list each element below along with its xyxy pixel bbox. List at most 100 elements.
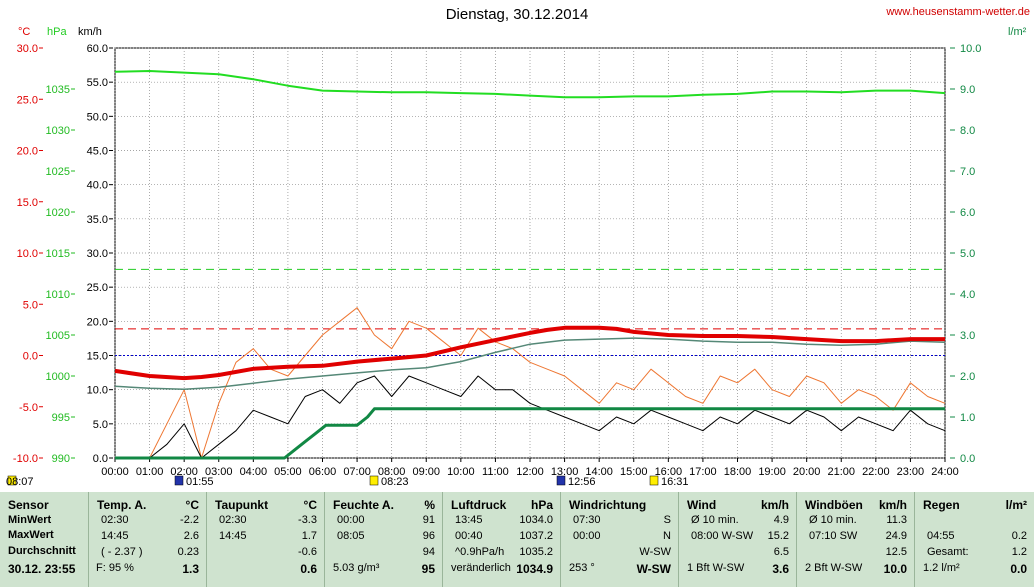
pressure-tick-label: 1015 (46, 248, 70, 260)
stats-unit-wind: km/h (760, 498, 789, 512)
rain-tick-label: 10.0 (960, 43, 981, 55)
rain-unit-label: l/m² (1008, 26, 1027, 38)
wind-tick-label: 5.0 (93, 419, 108, 431)
time-marker-icon (649, 475, 659, 486)
stats-cell-label: Ø 10 min. (809, 514, 857, 526)
stats-unit-windboeen: km/h (878, 498, 907, 512)
page-title: Dienstag, 30.12.2014 (445, 6, 589, 23)
stats-cell-value: 1037.2 (519, 530, 553, 542)
stats-cell-value: 0.23 (177, 546, 199, 558)
stats-cell-value: 24.9 (885, 530, 907, 542)
stats-cell-label: 00:00 (337, 514, 365, 526)
pressure-tick-label: 1025 (46, 166, 70, 178)
stats-footer-label: veränderlich (451, 562, 511, 574)
time-marker-icon (369, 475, 379, 486)
wind-tick-label: 55.0 (87, 77, 108, 89)
time-marker-label: 12:56 (568, 476, 596, 488)
stats-footer-value: 1034.9 (516, 562, 553, 576)
wind-tick-label: 10.0 (87, 385, 108, 397)
stats-footer-value: 95 (421, 562, 435, 576)
x-tick-label: 05:00 (274, 466, 302, 478)
time-marker-icon (556, 475, 566, 486)
x-tick-label: 06:00 (309, 466, 337, 478)
stats-col-windrichtung: Windrichtung 07:30 S 00:00 N W-SW 253 ° W-SW (560, 492, 679, 587)
rain-tick-label: 5.0 (960, 248, 975, 260)
stats-cell-value: -3.3 (298, 514, 317, 526)
stats-header-regen: Regen (923, 498, 960, 512)
temp-tick-label: 25.0 (17, 94, 38, 106)
series-wind (115, 375, 946, 459)
row-label-min: MinWert (8, 514, 52, 526)
time-marker-icon (174, 475, 184, 486)
temp-tick-label: 5.0 (23, 299, 38, 311)
stats-cell-value: 0.2 (1011, 530, 1027, 542)
stats-footer-value: 1.3 (182, 562, 199, 576)
site-url[interactable]: www.heusenstamm-wetter.de (886, 6, 1030, 18)
stats-cell-value: -0.6 (298, 546, 317, 558)
stats-cell-value: 94 (422, 546, 435, 558)
stats-cell-value: 1.7 (301, 530, 317, 542)
x-tick-label: 24:00 (931, 466, 959, 478)
stats-cell-value: 4.9 (773, 514, 789, 526)
rain-tick-label: 6.0 (960, 207, 975, 219)
row-label-avg: Durchschnitt (8, 545, 76, 557)
pressure-tick-label: 995 (52, 412, 70, 424)
stats-cell-value: 15.2 (767, 530, 789, 542)
stats-header-temp: Temp. A. (97, 498, 147, 512)
stats-cell-label: 00:00 (573, 530, 601, 542)
x-tick-label: 10:00 (447, 466, 475, 478)
stats-cell-label: ( - 2.37 ) (101, 546, 143, 558)
stats-col-feuchte: Feuchte A.% 00:00 91 08:05 96 94 5.03 g/m³ 95 (324, 492, 443, 587)
stats-footer-label: 2 Bft W-SW (805, 562, 863, 574)
stats-cell-value: 1034.0 (519, 514, 553, 526)
stats-cell-label: 04:55 (927, 530, 955, 542)
stats-cell-label: 07:10 SW (809, 530, 858, 542)
stats-col-luftdruck: Luftdruck hPa 13:45 1034.0 00:40 1037.2 ^0.9hP… (442, 492, 561, 587)
time-marker-label: 16:31 (661, 476, 689, 488)
stats-footer-value: W-SW (636, 562, 671, 576)
temp-tick-label: 20.0 (17, 146, 38, 158)
x-tick-label: 08:00 (378, 466, 406, 478)
stats-footer-value: 10.0 (883, 562, 907, 576)
wind-tick-label: 0.0 (93, 453, 108, 465)
stats-header-luftdruck: Luftdruck (451, 498, 507, 512)
wind-tick-label: 60.0 (87, 43, 108, 55)
pressure-unit-label: hPa (47, 26, 67, 38)
stats-header-windrichtung: Windrichtung (569, 498, 647, 512)
wind-tick-label: 45.0 (87, 146, 108, 158)
stats-header-taupunkt: Taupunkt (215, 498, 269, 512)
stats-cell-label: 13:45 (455, 514, 483, 526)
series-temp-a- (114, 325, 945, 381)
time-marker-label: 01:55 (186, 476, 214, 488)
stats-col-windboeen: Windböen km/h Ø 10 min. 11.3 07:10 SW 24.9 12.… (796, 492, 915, 587)
stats-header-windboeen: Windböen (805, 498, 863, 512)
rain-tick-label: 2.0 (960, 371, 975, 383)
wind-tick-label: 20.0 (87, 316, 108, 328)
pressure-tick-label: 990 (52, 453, 70, 465)
footer-date: 30.12. 23:55 (8, 562, 76, 576)
time-marker-label: 08:07 (6, 476, 34, 488)
series-regen (115, 407, 945, 460)
stats-cell-label: 14:45 (101, 530, 129, 542)
stats-footer-value: 0.0 (1010, 562, 1027, 576)
stats-cell-label: 00:40 (455, 530, 483, 542)
rain-tick-label: 8.0 (960, 125, 975, 137)
stats-col-taupunkt: Taupunkt °C 02:30 -3.3 14:45 1.7 -0.6 0.6 (206, 492, 325, 587)
stats-footer-label: 1.2 l/m² (923, 562, 960, 574)
stats-table: Sensor MinWert MaxWert Durchschnitt 30.1… (0, 492, 1034, 587)
stats-cell-value: 2.6 (183, 530, 199, 542)
x-tick-label: 04:00 (240, 466, 268, 478)
pressure-tick-label: 1010 (46, 289, 70, 301)
series-windb-en (115, 307, 946, 459)
rain-tick-label: 0.0 (960, 453, 975, 465)
stats-cell-value: 11.3 (886, 514, 907, 526)
stats-cell-value: 1035.2 (519, 546, 553, 558)
row-label-max: MaxWert (8, 529, 54, 541)
temp-tick-label: 10.0 (17, 248, 38, 260)
temp-tick-label: 0.0 (23, 351, 38, 363)
stats-footer-value: 0.6 (300, 562, 317, 576)
x-tick-label: 22:00 (862, 466, 890, 478)
wind-unit-label: km/h (78, 26, 102, 38)
stats-col-temp: Temp. A. °C 02:30 -2.2 14:45 2.6 ( - 2.37 ) 0.2… (88, 492, 207, 587)
stats-cell-value: 12.5 (885, 546, 907, 558)
